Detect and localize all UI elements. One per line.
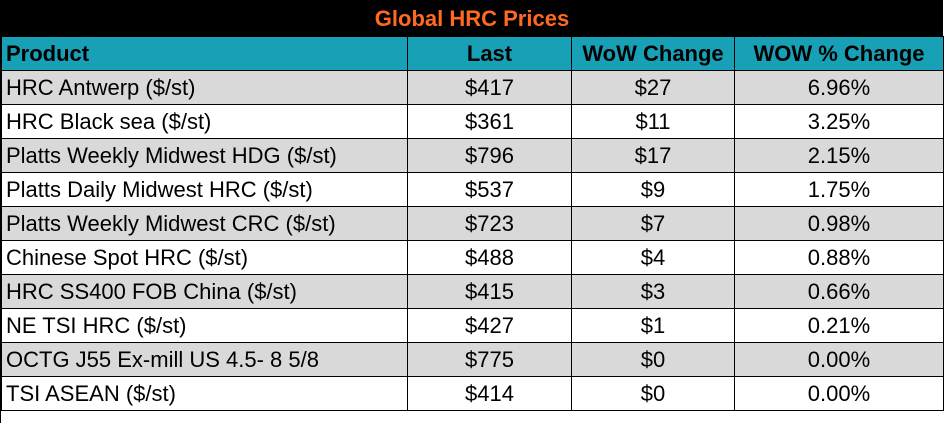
last-cell: $796 xyxy=(407,138,572,173)
wow-change-cell: $11 xyxy=(571,104,735,139)
wow-pct-cell: 0.00% xyxy=(734,376,944,411)
product-cell: NE TSI HRC ($/st) xyxy=(1,308,408,343)
table-row: HRC Antwerp ($/st) $417 $27 6.96% xyxy=(1,70,944,105)
wow-pct-cell: 6.96% xyxy=(734,70,944,105)
table-row: TSI ASEAN ($/st) $414 $0 0.00% xyxy=(1,376,944,411)
last-cell: $414 xyxy=(407,376,572,411)
price-table: Product Last WoW Change WOW % Change HRC… xyxy=(1,36,944,411)
product-cell: HRC SS400 FOB China ($/st) xyxy=(1,274,408,309)
last-cell: $417 xyxy=(407,70,572,105)
column-header-wow-change: WoW Change xyxy=(571,36,735,71)
product-cell: Platts Weekly Midwest CRC ($/st) xyxy=(1,206,408,241)
product-cell: HRC Antwerp ($/st) xyxy=(1,70,408,105)
table-row: OCTG J55 Ex-mill US 4.5- 8 5/8 $775 $0 0… xyxy=(1,342,944,377)
column-header-product: Product xyxy=(1,36,408,71)
product-cell: OCTG J55 Ex-mill US 4.5- 8 5/8 xyxy=(1,342,408,377)
table-title: Global HRC Prices xyxy=(1,1,943,36)
last-cell: $361 xyxy=(407,104,572,139)
wow-pct-cell: 3.25% xyxy=(734,104,944,139)
product-cell: Platts Weekly Midwest HDG ($/st) xyxy=(1,138,408,173)
column-header-wow-pct-change: WOW % Change xyxy=(734,36,944,71)
product-cell: Platts Daily Midwest HRC ($/st) xyxy=(1,172,408,207)
wow-change-cell: $27 xyxy=(571,70,735,105)
product-cell: Chinese Spot HRC ($/st) xyxy=(1,240,408,275)
last-cell: $775 xyxy=(407,342,572,377)
table-row: Platts Weekly Midwest HDG ($/st) $796 $1… xyxy=(1,138,944,173)
wow-change-cell: $0 xyxy=(571,342,735,377)
wow-pct-cell: 0.66% xyxy=(734,274,944,309)
wow-pct-cell: 2.15% xyxy=(734,138,944,173)
wow-change-cell: $4 xyxy=(571,240,735,275)
table-row: Platts Weekly Midwest CRC ($/st) $723 $7… xyxy=(1,206,944,241)
column-header-last: Last xyxy=(407,36,572,71)
table-row: NE TSI HRC ($/st) $427 $1 0.21% xyxy=(1,308,944,343)
wow-pct-cell: 0.00% xyxy=(734,342,944,377)
last-cell: $488 xyxy=(407,240,572,275)
wow-pct-cell: 0.88% xyxy=(734,240,944,275)
table-body: HRC Antwerp ($/st) $417 $27 6.96% HRC Bl… xyxy=(1,70,944,411)
product-cell: TSI ASEAN ($/st) xyxy=(1,376,408,411)
wow-pct-cell: 1.75% xyxy=(734,172,944,207)
table-row: Platts Daily Midwest HRC ($/st) $537 $9 … xyxy=(1,172,944,207)
wow-pct-cell: 0.21% xyxy=(734,308,944,343)
last-cell: $415 xyxy=(407,274,572,309)
wow-change-cell: $9 xyxy=(571,172,735,207)
last-cell: $723 xyxy=(407,206,572,241)
wow-pct-cell: 0.98% xyxy=(734,206,944,241)
wow-change-cell: $1 xyxy=(571,308,735,343)
product-cell: HRC Black sea ($/st) xyxy=(1,104,408,139)
table-row: HRC Black sea ($/st) $361 $11 3.25% xyxy=(1,104,944,139)
wow-change-cell: $0 xyxy=(571,376,735,411)
last-cell: $537 xyxy=(407,172,572,207)
last-cell: $427 xyxy=(407,308,572,343)
wow-change-cell: $7 xyxy=(571,206,735,241)
table-row: Chinese Spot HRC ($/st) $488 $4 0.88% xyxy=(1,240,944,275)
table-row: HRC SS400 FOB China ($/st) $415 $3 0.66% xyxy=(1,274,944,309)
header-row: Product Last WoW Change WOW % Change xyxy=(1,36,944,71)
wow-change-cell: $3 xyxy=(571,274,735,309)
wow-change-cell: $17 xyxy=(571,138,735,173)
